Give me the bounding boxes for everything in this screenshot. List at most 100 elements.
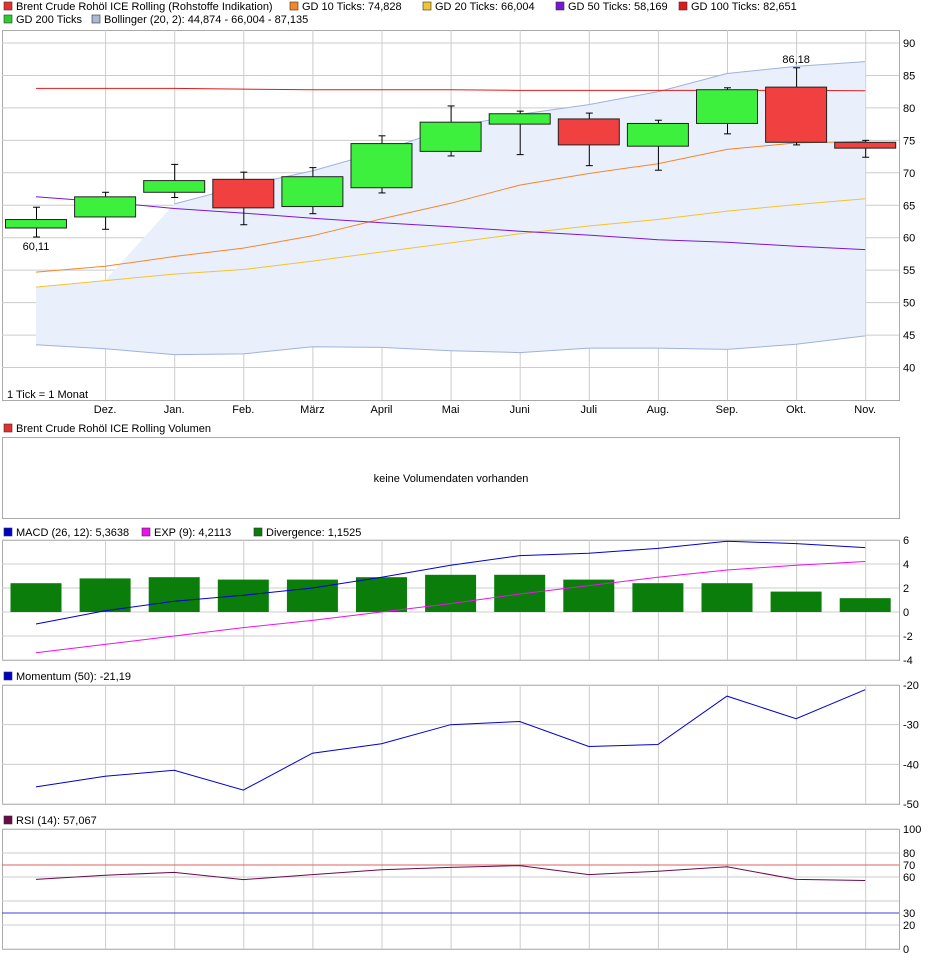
x-tick-label: April	[370, 404, 392, 416]
candle-body	[5, 219, 67, 229]
legend-swatch	[141, 527, 151, 537]
candle-body	[488, 113, 551, 125]
y-tick-label: 30	[903, 908, 915, 920]
y-tick-label: 80	[903, 103, 915, 115]
candle-body	[834, 141, 897, 149]
divergence-bar	[494, 574, 546, 612]
divergence-bar	[356, 577, 407, 612]
divergence-bar	[770, 591, 822, 612]
y-tick-label: -20	[903, 680, 919, 692]
candle-body	[626, 122, 689, 147]
divergence-bar	[79, 578, 131, 612]
y-tick-label: 2	[903, 583, 909, 595]
legend-swatch	[253, 527, 263, 537]
divergence-bar	[839, 598, 891, 612]
candle-body	[212, 178, 275, 209]
tick-note: 1 Tick = 1 Monat	[7, 389, 88, 401]
price-legend-row-1: Brent Crude Rohöl ICE Rolling (Rohstoffe…	[3, 1, 797, 13]
legend-label: GD 200 Ticks	[16, 14, 83, 26]
legend-swatch	[3, 815, 13, 825]
macd-panel: -4 -2 0 2 4 6	[2, 535, 913, 667]
legend-label: MACD (26, 12): 5,3638	[16, 527, 129, 539]
legend-swatch	[3, 423, 13, 433]
volume-empty-message: keine Volumendaten vorhanden	[374, 473, 529, 485]
legend-swatch	[555, 1, 565, 11]
legend-swatch	[3, 527, 13, 537]
price-panel: 40 45 50 55 60 65 70 75 80 85 90 Dez. Jan. Feb. März Ap…	[2, 30, 915, 416]
moving-average-line	[35, 196, 866, 251]
divergence-bar	[148, 577, 200, 612]
legend-swatch	[91, 14, 101, 24]
macd-legend: MACD (26, 12): 5,3638 EXP (9): 4,2113 Dive…	[3, 527, 361, 539]
macd-line	[35, 540, 866, 625]
price-low-label: 60,11	[23, 241, 50, 253]
x-tick-label: Okt.	[786, 404, 806, 416]
momentum-line	[35, 689, 866, 791]
rsi-legend: RSI (14): 57,067	[3, 815, 97, 827]
y-tick-label: -40	[903, 759, 919, 771]
y-tick-label: 90	[903, 38, 915, 50]
x-tick-label: Sep.	[716, 404, 739, 416]
x-tick-label: Dez.	[94, 404, 117, 416]
y-tick-label: 0	[903, 607, 909, 619]
y-tick-label: 60	[903, 233, 915, 245]
candle-body	[696, 89, 758, 124]
y-tick-label: 60	[903, 872, 915, 884]
price-high-label: 86,18	[782, 54, 810, 66]
exp-line	[35, 561, 866, 654]
bollinger-lower-line	[35, 335, 866, 356]
candle-body	[765, 86, 828, 143]
x-tick-label: Juni	[510, 404, 530, 416]
price-legend-row-2: GD 200 Ticks Bollinger (20, 2): 44,874 - …	[3, 14, 308, 26]
x-tick-label: Feb.	[232, 404, 254, 416]
y-tick-label: 85	[903, 70, 915, 82]
momentum-legend: Momentum (50): -21,19	[3, 671, 131, 683]
divergence-bar	[217, 579, 269, 612]
legend-label: EXP (9): 4,2113	[154, 527, 231, 539]
moving-average-line	[35, 141, 866, 273]
y-tick-label: 0	[903, 944, 909, 956]
y-tick-label: 4	[903, 559, 909, 571]
panel-frame	[2, 437, 900, 519]
divergence-bar	[563, 579, 615, 612]
x-tick-label: Juli	[581, 404, 598, 416]
divergence-bar	[425, 574, 477, 612]
x-tick-label: Nov.	[854, 404, 876, 416]
y-tick-label: 100	[903, 824, 921, 836]
candle-body	[419, 121, 482, 152]
legend-swatch	[678, 1, 688, 11]
legend-swatch	[422, 1, 432, 11]
y-tick-label: 70	[903, 860, 915, 872]
y-tick-label: 70	[903, 168, 915, 180]
y-tick-label: 40	[903, 363, 915, 375]
legend-label: Bollinger (20, 2): 44,874 - 66,004 - 87,…	[104, 14, 308, 26]
x-tick-label: Jan.	[164, 404, 185, 416]
rsi-line	[35, 865, 866, 881]
candle-body	[557, 118, 620, 146]
y-tick-label: 50	[903, 298, 915, 310]
legend-swatch	[3, 14, 13, 24]
legend-swatch	[3, 1, 13, 11]
y-tick-label: 6	[903, 535, 909, 547]
legend-label: Momentum (50): -21,19	[16, 671, 131, 683]
y-tick-label: 55	[903, 265, 915, 277]
candle-body	[143, 180, 206, 193]
y-tick-label: -2	[903, 631, 913, 643]
divergence-bar	[10, 583, 62, 612]
divergence-bar	[701, 583, 753, 612]
y-tick-label: 75	[903, 135, 915, 147]
y-tick-label: 45	[903, 330, 915, 342]
legend-label: RSI (14): 57,067	[16, 815, 97, 827]
x-tick-label: Mai	[442, 404, 460, 416]
y-tick-label: 20	[903, 920, 915, 932]
y-tick-label: 65	[903, 200, 915, 212]
divergence-bar	[286, 579, 338, 612]
y-tick-label: -4	[903, 655, 913, 667]
candle-body	[350, 143, 413, 189]
candle-body	[281, 176, 344, 208]
legend-swatch	[289, 1, 299, 11]
y-tick-label: 80	[903, 848, 915, 860]
legend-swatch	[3, 671, 13, 681]
